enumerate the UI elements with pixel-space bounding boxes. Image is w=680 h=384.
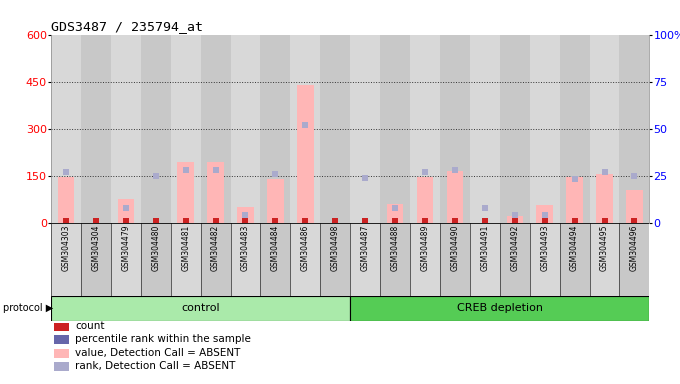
Bar — [590, 35, 619, 223]
Bar — [560, 35, 590, 223]
Bar — [417, 177, 433, 223]
Bar — [350, 296, 649, 321]
Text: GSM304481: GSM304481 — [181, 225, 190, 271]
Bar — [530, 35, 560, 223]
Bar — [619, 223, 649, 296]
Bar — [260, 223, 290, 296]
Bar — [387, 204, 403, 223]
Text: GSM304484: GSM304484 — [271, 225, 280, 271]
Bar — [350, 223, 380, 296]
Bar — [380, 35, 410, 223]
Bar — [590, 223, 619, 296]
Text: GSM304493: GSM304493 — [540, 225, 549, 271]
Bar — [350, 35, 380, 223]
Text: GSM304487: GSM304487 — [360, 225, 370, 271]
Bar — [447, 171, 463, 223]
Text: GSM304494: GSM304494 — [570, 225, 579, 271]
Bar — [231, 223, 260, 296]
Bar — [260, 35, 290, 223]
Text: rank, Detection Call = ABSENT: rank, Detection Call = ABSENT — [75, 361, 235, 371]
Bar — [290, 223, 320, 296]
Bar — [410, 223, 440, 296]
Bar — [141, 223, 171, 296]
Bar — [537, 205, 553, 223]
Bar — [320, 223, 350, 296]
Bar — [81, 223, 111, 296]
Bar — [560, 223, 590, 296]
Text: GSM304483: GSM304483 — [241, 225, 250, 271]
Bar — [507, 217, 523, 223]
Bar — [297, 85, 313, 223]
Text: protocol ▶: protocol ▶ — [3, 303, 54, 313]
Text: GSM304492: GSM304492 — [510, 225, 520, 271]
Text: GSM304490: GSM304490 — [450, 225, 460, 271]
Bar — [320, 35, 350, 223]
Bar — [51, 223, 81, 296]
Bar — [237, 207, 254, 223]
Text: GSM304491: GSM304491 — [480, 225, 490, 271]
Bar — [54, 336, 69, 344]
Text: count: count — [75, 321, 105, 331]
Text: GSM304479: GSM304479 — [121, 225, 131, 271]
Text: GSM304495: GSM304495 — [600, 225, 609, 271]
Bar — [54, 322, 69, 331]
Bar — [54, 362, 69, 371]
Bar — [619, 35, 649, 223]
Bar — [440, 223, 470, 296]
Text: GDS3487 / 235794_at: GDS3487 / 235794_at — [51, 20, 203, 33]
Bar — [596, 174, 613, 223]
Text: GSM304486: GSM304486 — [301, 225, 310, 271]
Bar — [626, 190, 643, 223]
Text: control: control — [182, 303, 220, 313]
Bar — [380, 223, 410, 296]
Text: GSM304489: GSM304489 — [420, 225, 430, 271]
Bar — [171, 223, 201, 296]
Bar — [500, 223, 530, 296]
Bar — [530, 223, 560, 296]
Bar — [51, 296, 350, 321]
Text: GSM304498: GSM304498 — [330, 225, 340, 271]
Bar — [440, 35, 470, 223]
Bar — [118, 199, 134, 223]
Bar — [470, 35, 500, 223]
Text: GSM304480: GSM304480 — [151, 225, 160, 271]
Bar — [201, 223, 231, 296]
Bar — [58, 177, 74, 223]
Bar — [470, 223, 500, 296]
Bar — [111, 35, 141, 223]
Text: CREB depletion: CREB depletion — [457, 303, 543, 313]
Text: GSM304303: GSM304303 — [61, 225, 71, 271]
Bar — [171, 35, 201, 223]
Bar — [81, 35, 111, 223]
Bar — [201, 35, 231, 223]
Bar — [51, 35, 81, 223]
Bar — [410, 35, 440, 223]
Text: percentile rank within the sample: percentile rank within the sample — [75, 334, 251, 344]
Text: GSM304482: GSM304482 — [211, 225, 220, 271]
Bar — [141, 35, 171, 223]
Bar — [267, 179, 284, 223]
Bar — [566, 177, 583, 223]
Bar — [500, 35, 530, 223]
Text: GSM304304: GSM304304 — [91, 225, 101, 271]
Bar — [207, 162, 224, 223]
Text: value, Detection Call = ABSENT: value, Detection Call = ABSENT — [75, 348, 240, 358]
Bar — [231, 35, 260, 223]
Bar — [54, 349, 69, 358]
Bar — [290, 35, 320, 223]
Text: GSM304496: GSM304496 — [630, 225, 639, 271]
Bar — [177, 162, 194, 223]
Text: GSM304488: GSM304488 — [390, 225, 400, 271]
Bar — [111, 223, 141, 296]
